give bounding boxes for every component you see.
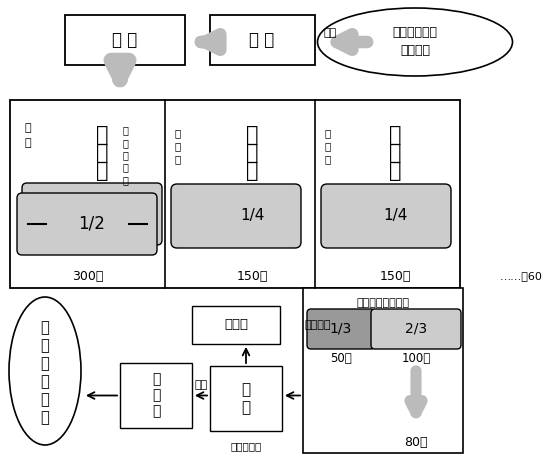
Text: 1/4: 1/4 [383, 208, 408, 224]
Text: 頃: 頃 [325, 154, 331, 164]
FancyBboxPatch shape [307, 309, 375, 349]
Bar [303, 288, 463, 453]
Text: 300俵: 300俵 [72, 270, 103, 283]
Text: 換金: 換金 [195, 380, 208, 390]
Text: 大: 大 [122, 138, 128, 148]
Text: 2/3: 2/3 [405, 322, 427, 336]
Text: 領 主: 領 主 [249, 31, 275, 49]
FancyBboxPatch shape [171, 184, 301, 248]
Text: 借: 借 [246, 143, 258, 163]
Text: （: （ [122, 125, 128, 135]
Text: 100俵: 100俵 [402, 351, 431, 365]
Text: 借: 借 [389, 143, 402, 163]
Text: 御 蔵: 御 蔵 [112, 31, 138, 49]
Text: 費: 費 [41, 392, 49, 408]
Text: （農民）: （農民） [400, 45, 430, 58]
Text: 者: 者 [41, 410, 49, 426]
Ellipse shape [318, 8, 513, 76]
Text: 戸: 戸 [41, 338, 49, 354]
Text: 五: 五 [175, 128, 181, 138]
Bar [210, 15, 315, 65]
Text: 80両: 80両 [404, 437, 428, 449]
Text: 米: 米 [389, 161, 402, 181]
Text: 1/4: 1/4 [240, 208, 264, 224]
Text: 二: 二 [325, 128, 331, 138]
Text: 年貢: 年貢 [324, 28, 337, 38]
FancyBboxPatch shape [17, 193, 157, 255]
Text: 天領の生産者: 天領の生産者 [392, 26, 437, 40]
Text: 現金収入: 現金収入 [305, 320, 331, 330]
Text: 切: 切 [96, 143, 109, 163]
Text: 米: 米 [246, 161, 258, 181]
Text: 冬: 冬 [96, 125, 109, 145]
Text: 1/2: 1/2 [79, 215, 106, 233]
Text: 150俵: 150俵 [236, 270, 268, 283]
Text: 1/3: 1/3 [330, 322, 352, 336]
Text: 米: 米 [122, 162, 128, 172]
Bar [192, 306, 280, 344]
Text: 十: 十 [25, 123, 31, 133]
Text: 御張紙による指定: 御張紙による指定 [357, 298, 410, 308]
FancyBboxPatch shape [371, 309, 461, 349]
Text: 夏: 夏 [246, 125, 258, 145]
Text: 手数料収入: 手数料収入 [230, 441, 262, 451]
Text: の: の [41, 356, 49, 372]
FancyBboxPatch shape [22, 183, 162, 245]
Bar [210, 366, 282, 431]
Text: 頃: 頃 [175, 154, 181, 164]
Text: 札旦那: 札旦那 [224, 319, 248, 331]
Text: ……計600俵: ……計600俵 [500, 271, 542, 281]
Text: 月: 月 [325, 141, 331, 151]
Text: 春: 春 [389, 125, 402, 145]
Text: 札
差: 札 差 [241, 382, 250, 415]
Text: 米
問
屋: 米 問 屋 [152, 372, 160, 419]
Text: ）: ） [122, 175, 128, 185]
Text: 消: 消 [41, 374, 49, 390]
Text: 50俵: 50俵 [330, 351, 352, 365]
Text: 150俵: 150俵 [380, 270, 411, 283]
Text: 月: 月 [25, 138, 31, 148]
Ellipse shape [9, 297, 81, 445]
FancyBboxPatch shape [321, 184, 451, 248]
Text: 江: 江 [41, 320, 49, 336]
Text: 月: 月 [175, 141, 181, 151]
Bar [10, 100, 460, 288]
Bar [65, 15, 185, 65]
Text: 切: 切 [122, 150, 128, 160]
Text: 米: 米 [96, 161, 109, 181]
Bar [120, 363, 192, 428]
